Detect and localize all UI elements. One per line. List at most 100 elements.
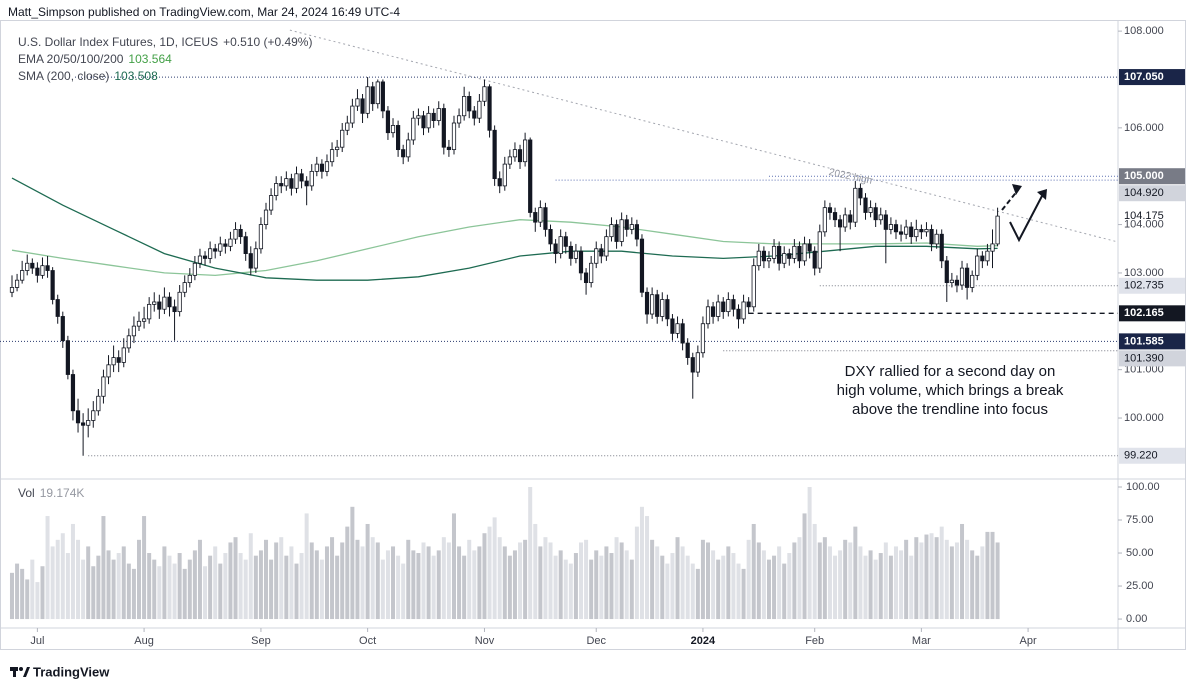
volume-bar [538, 546, 543, 620]
candle-body [609, 224, 614, 238]
vol-tick-label: 100.00 [1126, 481, 1160, 493]
price-label-bg [1119, 69, 1185, 86]
candle-body [741, 301, 746, 320]
candle-body [238, 229, 243, 238]
solid-arrow [1009, 195, 1043, 243]
volume-bar [756, 542, 761, 620]
candle-body [309, 170, 314, 187]
candle-body [131, 325, 137, 337]
volume-bar [518, 542, 523, 620]
candle-body [721, 301, 726, 313]
candle-body [914, 229, 919, 238]
brand-logo [10, 667, 30, 677]
candle-body [279, 183, 284, 187]
candle-body [761, 250, 766, 262]
volume-bar [284, 555, 289, 620]
candle-body [670, 318, 675, 334]
volume-bar [55, 539, 60, 620]
candle-body [934, 233, 939, 245]
volume-bar [833, 555, 838, 620]
candle-body [477, 100, 482, 119]
volume-bar [919, 542, 924, 620]
volume-bar [985, 531, 990, 620]
candle-body [390, 125, 396, 134]
candle-body [101, 376, 106, 397]
volume-bar [619, 542, 624, 620]
candle-body [223, 243, 228, 247]
volume-bar [568, 563, 573, 620]
volume-bar [213, 546, 218, 620]
candle-body [802, 243, 807, 262]
candle-body [30, 262, 35, 269]
candle-body [690, 357, 695, 373]
candle-body [436, 108, 441, 121]
volume-bar [807, 486, 812, 620]
volume-bar [360, 546, 365, 620]
candle-body [766, 258, 772, 262]
volume-bar [294, 563, 299, 620]
candle-body [456, 115, 462, 124]
y-tick-label: 106.000 [1124, 122, 1164, 134]
candle-body [355, 98, 360, 107]
volume-bar [50, 546, 55, 620]
candle-body [619, 219, 624, 242]
candle-body [985, 250, 990, 262]
candle-body [919, 229, 924, 233]
candle-body [416, 115, 421, 119]
x-tick-label: Dec [586, 635, 606, 647]
volume-bar [345, 526, 350, 620]
candle-body [14, 279, 20, 288]
candle-body [289, 178, 294, 189]
volume-bar [228, 542, 233, 620]
candle-body [710, 306, 716, 317]
candle-body [838, 219, 843, 228]
candle-body [441, 108, 446, 148]
candle-body [680, 323, 685, 344]
legend-ema: EMA 20/50/100/200 103.564 [18, 52, 172, 66]
candle-body [954, 279, 960, 286]
volume-bar [426, 546, 431, 620]
candle-body [853, 187, 858, 223]
volume-bar [126, 563, 131, 620]
x-tick-label: Mar [912, 635, 931, 647]
volume-bar [817, 542, 822, 620]
volume-bar [467, 539, 472, 620]
candle-body [218, 243, 223, 252]
level-note: 2022 high [828, 167, 873, 187]
marks: 2022 high [0, 29, 1119, 620]
volume-bar [645, 516, 650, 620]
candle-body [517, 149, 523, 163]
volume-bar [766, 559, 771, 620]
volume-bar [558, 550, 563, 620]
volume-bar [792, 542, 797, 620]
candle-body [274, 183, 279, 196]
volume-bar [914, 537, 919, 620]
volume-bar [858, 546, 863, 620]
volume-bar [604, 546, 609, 620]
price-label-bg [1119, 277, 1185, 294]
volume-bar [172, 563, 177, 620]
candle-body [812, 250, 817, 269]
volume-bar [934, 537, 939, 620]
candle-body [573, 250, 579, 259]
candle-body [497, 178, 502, 187]
volume-bar [238, 553, 243, 620]
candle-body [65, 340, 70, 375]
candle-body [523, 139, 528, 163]
volume-bar [365, 523, 370, 620]
candle-body [40, 265, 45, 276]
candle-body [624, 219, 629, 230]
legend-sma: SMA (200, close) 103.508 [18, 69, 158, 83]
volume-bar [309, 542, 314, 620]
volume-bar [589, 559, 594, 620]
volume-bar [446, 542, 451, 620]
candle-body [380, 81, 385, 112]
volume-bar [843, 539, 848, 620]
candle-body [528, 139, 533, 213]
candle-body [340, 129, 345, 148]
volume-bar [101, 516, 106, 620]
volume-bar [436, 550, 441, 620]
candle-body [700, 323, 706, 354]
volume-bar [60, 533, 65, 620]
volume-bar [25, 579, 30, 620]
